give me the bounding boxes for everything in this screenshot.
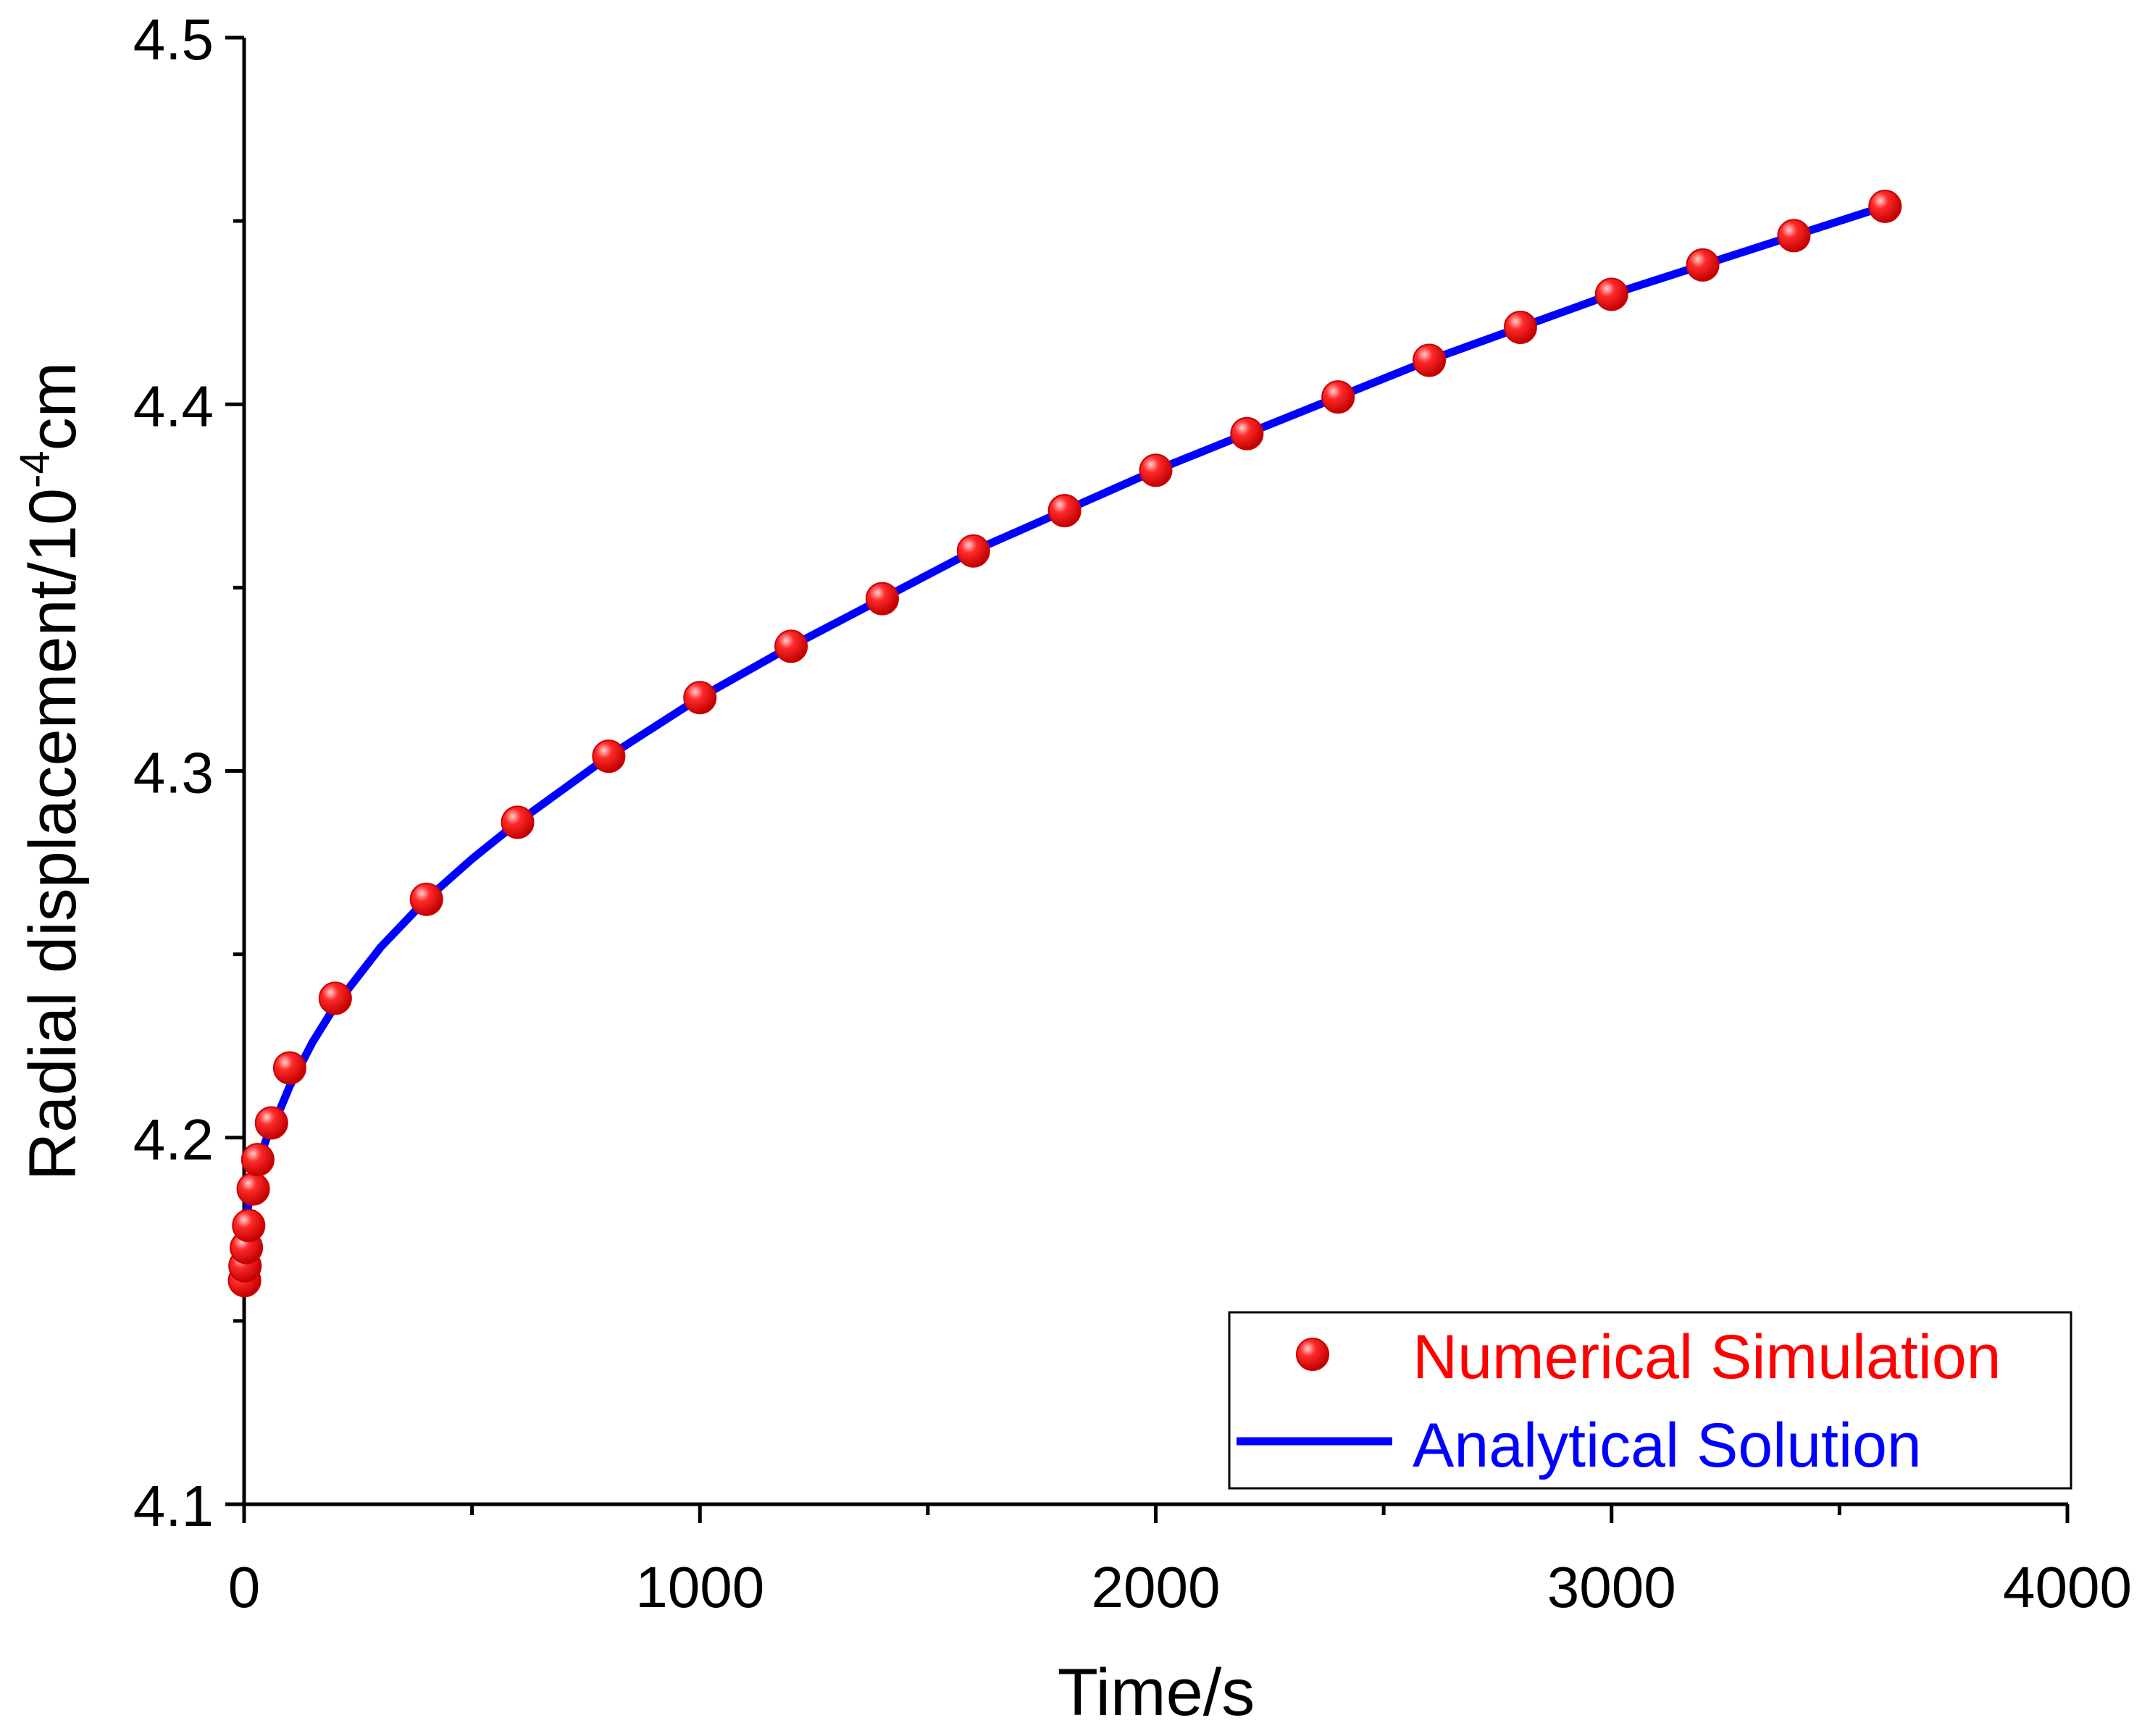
- numerical-point: [1321, 380, 1355, 414]
- numerical-point: [1139, 453, 1173, 487]
- x-tick-label: 0: [228, 1555, 261, 1619]
- y-tick-label: 4.5: [133, 7, 214, 72]
- y-tick-label: 4.1: [133, 1474, 214, 1538]
- numerical-point: [774, 629, 808, 663]
- legend-marker-numerical: [1296, 1338, 1329, 1371]
- axis-ticks: [225, 35, 2070, 1523]
- y-axis-title-exponent: -4: [12, 450, 59, 488]
- numerical-point: [1230, 416, 1264, 450]
- legend: Numerical Simulation Analytical Solution: [1228, 1311, 2072, 1490]
- y-axis-title: Radial displacement/10-4cm: [12, 362, 90, 1181]
- legend-box: [1228, 1311, 2072, 1490]
- numerical-point: [1047, 494, 1082, 528]
- y-axis-title-base: Radial displacement/10: [16, 488, 90, 1181]
- numerical-point: [232, 1209, 266, 1243]
- numerical-point: [1777, 219, 1811, 253]
- numerical-point: [592, 739, 626, 773]
- numerical-point: [501, 805, 535, 839]
- numerical-point: [865, 582, 899, 616]
- numerical-point: [240, 1143, 275, 1177]
- y-tick-label: 4.3: [133, 741, 214, 805]
- x-tick-label: 4000: [2003, 1555, 2132, 1619]
- x-tick-label: 1000: [635, 1555, 764, 1619]
- analytical-solution-line: [240, 202, 1889, 1252]
- plot-area: [227, 189, 1902, 1298]
- y-axis-title-unit: cm: [16, 362, 90, 451]
- x-axis-title: Time/s: [1058, 1656, 1255, 1729]
- tick-labels: 0 1000 2000 3000 4000 4.1 4.2 4.3 4.4 4.5: [133, 7, 2132, 1619]
- numerical-point: [318, 981, 352, 1015]
- x-tick-label: 3000: [1547, 1555, 1676, 1619]
- numerical-simulation-markers: [227, 189, 1902, 1298]
- numerical-point: [254, 1106, 288, 1140]
- numerical-point: [409, 882, 443, 916]
- y-tick-label: 4.2: [133, 1107, 214, 1172]
- numerical-point: [1594, 277, 1628, 311]
- legend-label-numerical: Numerical Simulation: [1413, 1322, 2001, 1392]
- numerical-point: [1503, 310, 1537, 344]
- numerical-point: [956, 534, 990, 568]
- numerical-point: [683, 681, 717, 715]
- numerical-point: [1686, 248, 1720, 282]
- legend-label-analytical: Analytical Solution: [1413, 1411, 1922, 1480]
- x-tick-label: 2000: [1092, 1555, 1221, 1619]
- numerical-point: [1868, 189, 1902, 223]
- numerical-point: [236, 1172, 270, 1206]
- numerical-point: [272, 1051, 306, 1085]
- y-tick-label: 4.4: [133, 374, 214, 438]
- numerical-point: [1413, 343, 1447, 377]
